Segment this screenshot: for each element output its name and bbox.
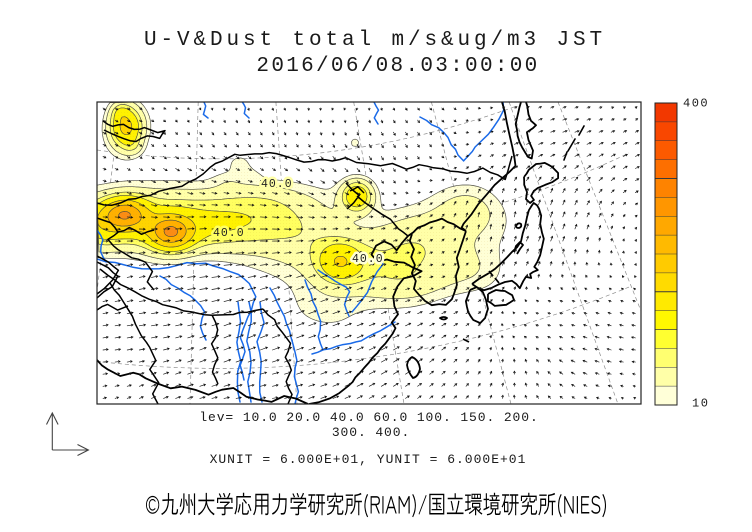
svg-text:10: 10	[692, 397, 709, 411]
svg-text:lev= 10.0 20.0 40.0 60.0 100.: lev= 10.0 20.0 40.0 60.0 100. 150. 200.	[199, 410, 538, 425]
svg-text:40.0: 40.0	[261, 178, 293, 191]
svg-text:U-V&Dust total m/s&ug/m3 JST: U-V&Dust total m/s&ug/m3 JST	[144, 29, 606, 52]
svg-text:40.0: 40.0	[352, 253, 384, 266]
svg-text:XUNIT = 6.000E+01, YUNIT = 6.0: XUNIT = 6.000E+01, YUNIT = 6.000E+01	[210, 452, 527, 467]
svg-text:2016/06/08.03:00:00: 2016/06/08.03:00:00	[256, 55, 539, 78]
svg-text:40.0: 40.0	[213, 227, 245, 240]
svg-text:300. 400.: 300. 400.	[332, 425, 410, 440]
svg-text:400: 400	[683, 97, 709, 111]
